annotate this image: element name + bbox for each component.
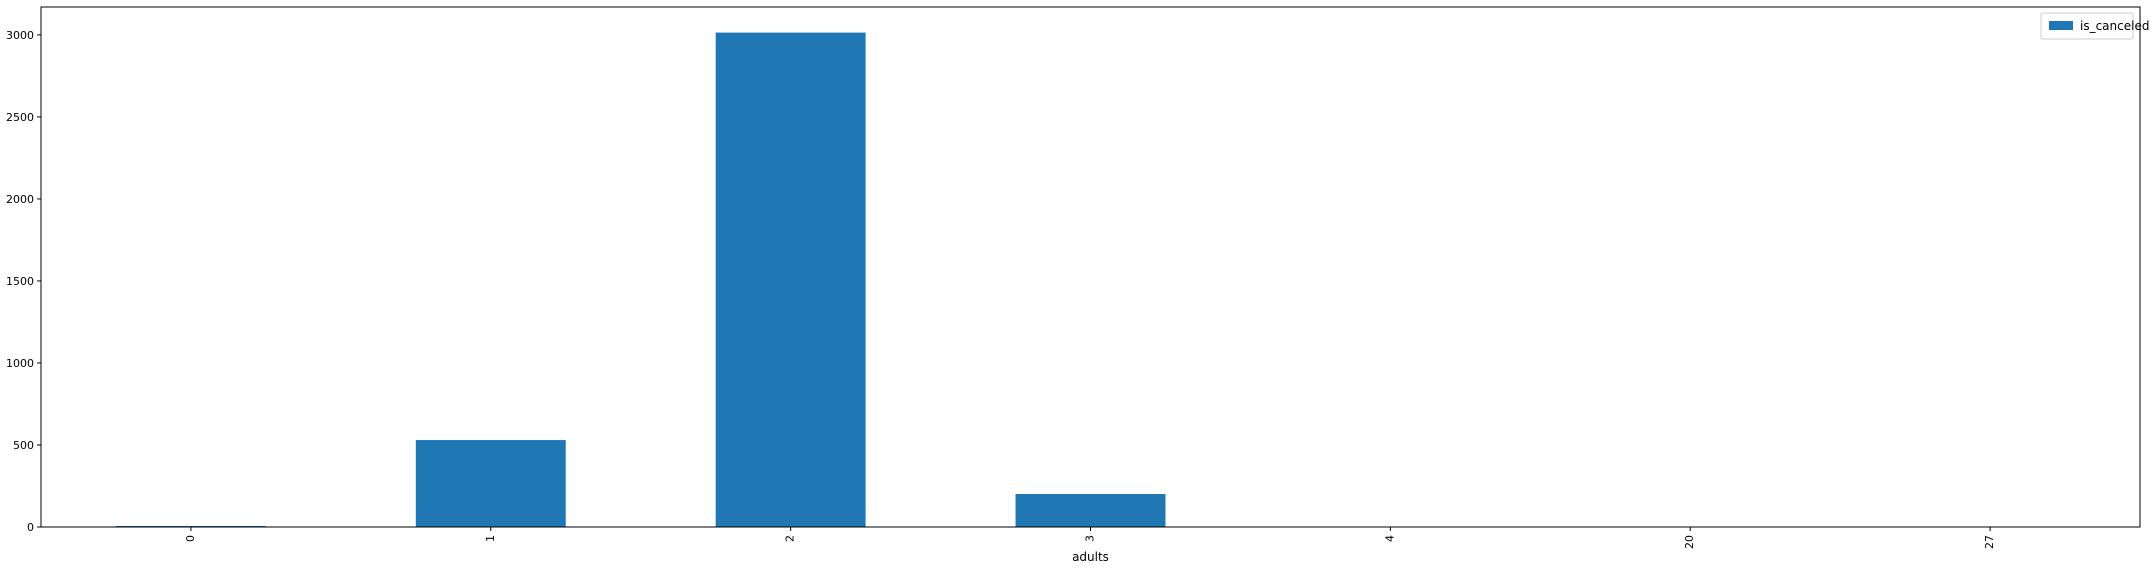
bar-adults-3 bbox=[1016, 494, 1166, 527]
y-tick-label: 1000 bbox=[6, 357, 34, 370]
y-tick-label: 2500 bbox=[6, 111, 34, 124]
x-tick-label: 3 bbox=[1084, 535, 1097, 542]
x-tick-label: 4 bbox=[1383, 535, 1396, 542]
legend-swatch bbox=[2049, 21, 2073, 30]
x-tick-label: 27 bbox=[1983, 535, 1996, 549]
x-tick-label: 20 bbox=[1683, 535, 1696, 549]
y-tick-label: 1500 bbox=[6, 275, 34, 288]
bar-adults-2 bbox=[716, 33, 866, 527]
x-tick-label: 1 bbox=[484, 535, 497, 542]
x-tick-label: 0 bbox=[184, 535, 197, 542]
y-tick-label: 500 bbox=[13, 439, 34, 452]
x-axis-label: adults bbox=[1072, 550, 1109, 564]
legend: is_canceled bbox=[2041, 13, 2149, 39]
bar-adults-1 bbox=[416, 440, 566, 527]
legend-label: is_canceled bbox=[2080, 19, 2149, 33]
x-tick-label: 2 bbox=[784, 535, 797, 542]
y-tick-label: 0 bbox=[27, 521, 34, 534]
y-tick-label: 2000 bbox=[6, 193, 34, 206]
y-tick-label: 3000 bbox=[6, 29, 34, 42]
